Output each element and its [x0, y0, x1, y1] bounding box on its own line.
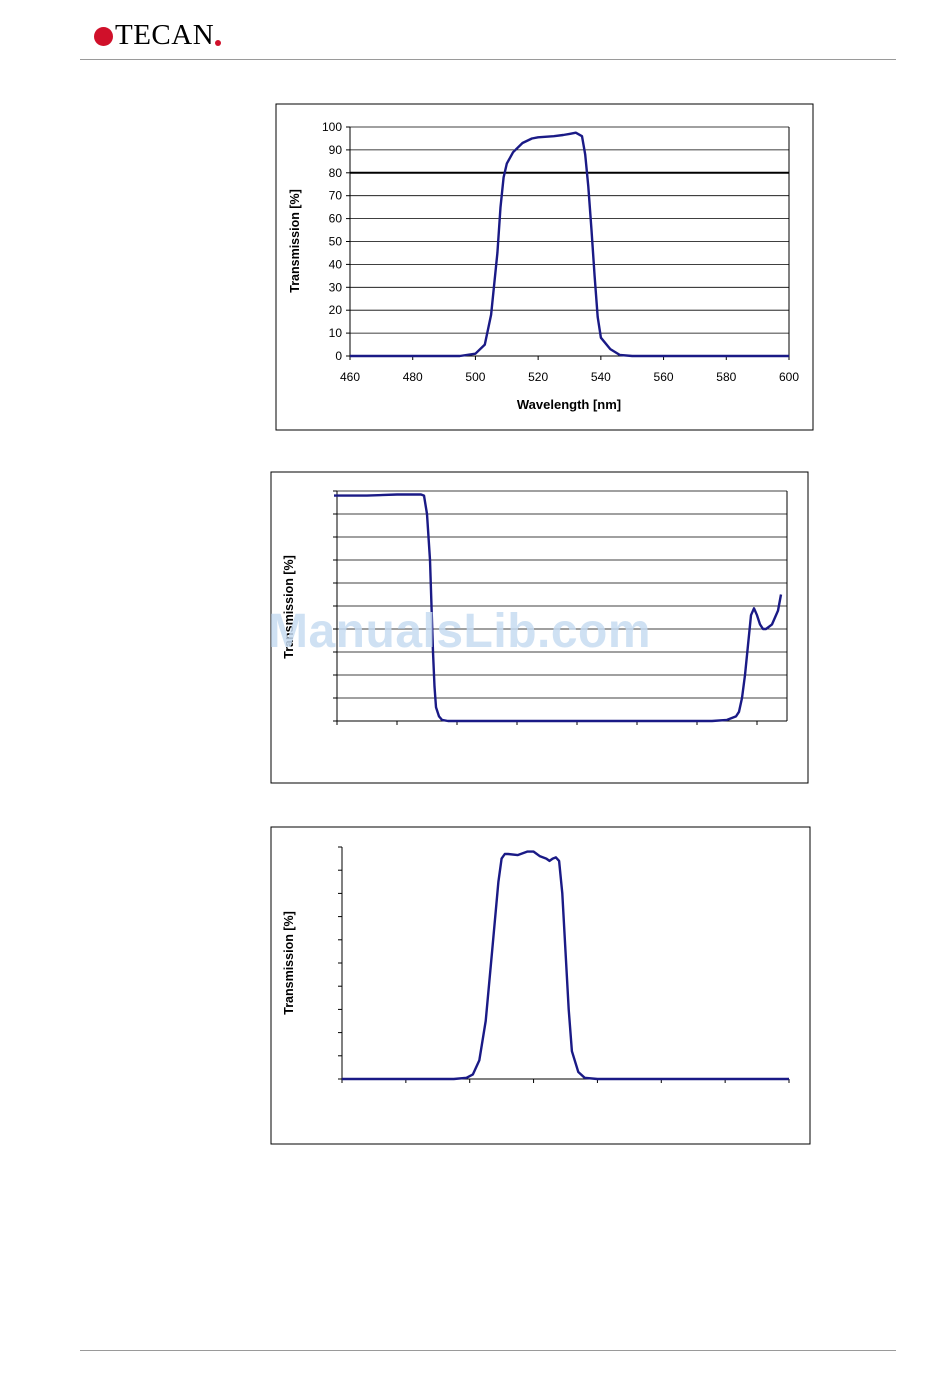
chart-frame	[270, 471, 809, 784]
y-tick-label: 0	[335, 349, 342, 363]
y-tick-label: 80	[329, 166, 343, 180]
transmission-curve	[342, 850, 789, 1081]
header-rule	[80, 59, 896, 60]
y-axis-label: Transmission [%]	[282, 555, 296, 659]
y-axis-label: Transmission [%]	[282, 911, 296, 1015]
y-tick-label: 70	[329, 189, 343, 203]
transmission-curve	[334, 493, 783, 723]
x-tick-label: 520	[528, 370, 548, 384]
y-tick-label: 30	[329, 280, 343, 294]
logo-period-icon	[215, 40, 222, 46]
transmission-curve	[350, 131, 789, 358]
y-tick-label: 10	[329, 326, 343, 340]
y-tick-label: 40	[329, 257, 343, 271]
tecan-logo: TECAN	[94, 18, 222, 52]
y-tick-label: 60	[329, 212, 343, 226]
x-tick-label: 580	[716, 370, 736, 384]
chart-frame	[275, 103, 814, 431]
y-tick-label: 90	[329, 143, 343, 157]
y-tick-label: 100	[322, 120, 342, 134]
x-tick-label: 540	[591, 370, 611, 384]
x-tick-label: 500	[465, 370, 485, 384]
logo-text: TECAN	[115, 18, 215, 51]
x-tick-label: 600	[779, 370, 799, 384]
logo-dot-icon	[94, 26, 113, 46]
chart-frame	[270, 826, 811, 1145]
y-tick-label: 20	[329, 303, 343, 317]
x-axis-label: Wavelength [nm]	[517, 397, 621, 412]
x-tick-label: 460	[340, 370, 360, 384]
x-tick-label: 560	[654, 370, 674, 384]
watermark: ManualsLib.com	[268, 605, 652, 658]
x-tick-label: 480	[403, 370, 423, 384]
y-axis-label: Transmission [%]	[288, 189, 302, 293]
footer-rule	[80, 1350, 896, 1351]
y-tick-label: 50	[329, 235, 343, 249]
